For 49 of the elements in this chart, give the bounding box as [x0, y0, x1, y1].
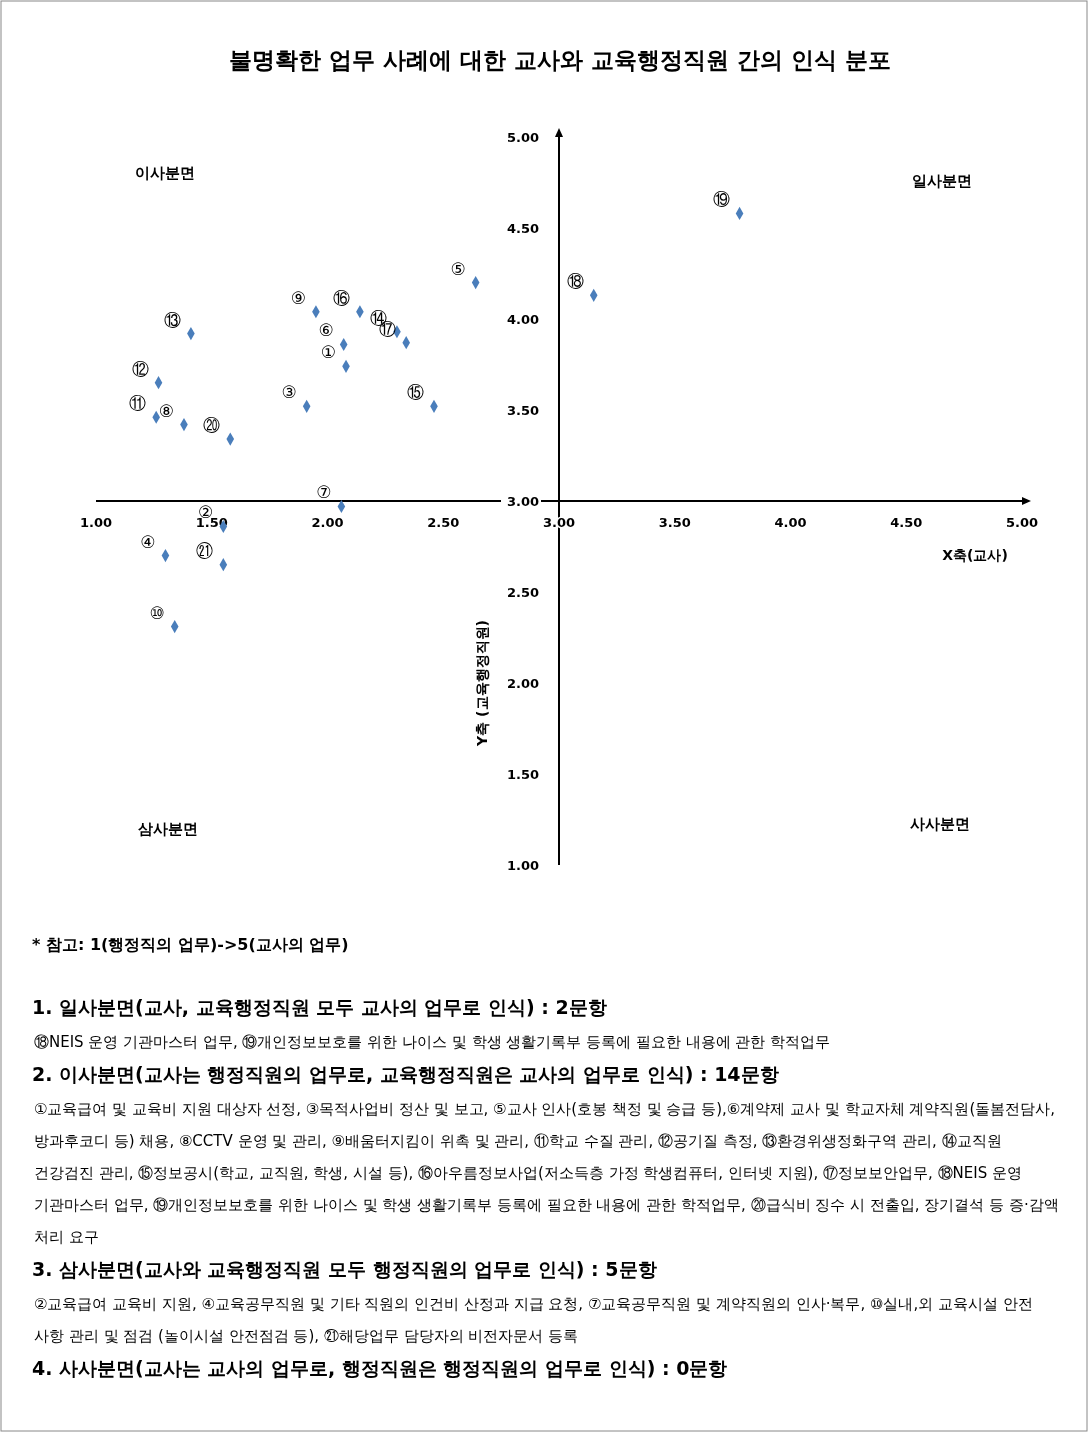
annotation: ⑦ — [316, 482, 332, 503]
y-tick-label: 1.00 — [506, 858, 539, 873]
annotation: 삼사분면 — [138, 820, 198, 838]
y-tick-label: 3.50 — [506, 403, 539, 418]
annotation: ⑲ — [712, 189, 730, 210]
text: ①교육급여 및 교육비 지원 대상자 선정, ③목적사업비 정산 및 보고, ⑤교사 인사(호봉 책정 및 승급 등),⑥계약제 교사 및 학교자체 계약직원(돌봄전담사, 방과후코디 등) 채용, ⑧CCTV 운영 및 관리, ⑨배움터지킴이 위촉 및 관리, ⑪학교 수질 관리, ⑫공기질 측정, ⑬환경위생정화구역 관리, ⑭교직원 건강검진 관리, ⑮정보공시(학교, 교직원, 학생, 시설 등), ⑯아우름정보사업(저소득층 가정 학생컴퓨터, 인터넷 지원), ⑰정보보안업무, ⑱NEIS 운영 기관마스터 업무, ⑲개인정보보호를 위한 나이스 및 학생 생활기록부 등록에 필요한 내용에 관한 학적업무, ⑳급식비 징수 시 전출입, 장기결석 등 증·감액 처리 요구 — [34, 1100, 1059, 1246]
annotation: ⑪ — [129, 393, 147, 414]
chart-title: 불명확한 업무 사례에 대한 교사와 교육행정직원 간의 인식 분포 — [228, 47, 892, 73]
x-tick-label: 5.00 — [1005, 515, 1039, 530]
annotation: ⑯ — [332, 287, 350, 308]
text: 2. 이사분면(교사는 행정직원의 업무로, 교육행정직원은 교사의 업무로 인식) : 14문항 — [32, 1063, 779, 1085]
y-tick-label: 2.00 — [506, 676, 539, 691]
annotation: ⑩ — [149, 602, 165, 623]
annotation: ⑤ — [450, 258, 466, 279]
x-tick-label: 4.50 — [890, 515, 923, 530]
text: 1. 일사분면(교사, 교육행정직원 모두 교사의 업무로 인식) : 2문항 — [32, 996, 607, 1018]
annotation: ① — [320, 342, 337, 363]
annotation: ⑧ — [158, 400, 174, 421]
x-axis-title: X축(교사) — [942, 547, 1008, 563]
text: ②교육급여 교육비 지원, ④교육공무직원 및 기타 직원의 인건비 산정과 지급 요청, ⑦교육공무직원 및 계약직원의 인사·복무, ⑩실내,외 교육시설 안전 사항 관리 및 점검 (놀이시설 안전점검 등), ㉑해당업무 담당자의 비전자문서 등록 — [34, 1295, 1033, 1345]
annotation: ⑥ — [318, 320, 334, 341]
annotation: ㉑ — [196, 540, 214, 561]
text: ⑱NEIS 운영 기관마스터 업무, ⑲개인정보보호를 위한 나이스 및 학생 생활기록부 등록에 필요한 내용에 관한 학적업무 — [34, 1033, 831, 1051]
annotation: 일사분면 — [912, 172, 972, 190]
x-tick-label: 3.50 — [658, 515, 691, 530]
y-axis-title: Y축 (교육행정직원) — [474, 620, 490, 747]
annotation: ③ — [281, 382, 297, 403]
y-tick-label: 4.50 — [506, 221, 539, 236]
y-tick-label: 2.50 — [506, 585, 539, 600]
annotation: ⑳ — [203, 415, 221, 436]
x-tick-label: 4.00 — [774, 515, 807, 530]
x-tick-label: 1.00 — [79, 515, 113, 530]
text: * 참고: 1(행정직의 업무)->5(교사의 업무) — [32, 935, 349, 954]
y-tick-label: 1.50 — [506, 767, 539, 782]
text: 4. 사사분면(교사는 교사의 업무로, 행정직원은 행정직원의 업무로 인식) : 0문항 — [32, 1357, 728, 1379]
y-tick-label: 5.00 — [506, 130, 539, 145]
y-tick-label: 3.00 — [506, 494, 539, 509]
annotation: ⑱ — [566, 271, 584, 292]
x-tick-label: 2.00 — [311, 515, 344, 530]
text: 3. 삼사분면(교사와 교육행정직원 모두 행정직원의 업무로 인식) : 5문항 — [32, 1258, 657, 1280]
annotation: ④ — [140, 531, 156, 552]
annotation: ⑬ — [163, 309, 181, 330]
annotation: 사사분면 — [910, 815, 970, 833]
annotation: ⑨ — [290, 287, 306, 308]
annotation: 이사분면 — [135, 164, 195, 182]
y-tick-label: 4.00 — [506, 312, 539, 327]
x-tick-label: 2.50 — [427, 515, 460, 530]
annotation: ⑫ — [131, 358, 149, 379]
annotation: ⑮ — [406, 382, 424, 403]
